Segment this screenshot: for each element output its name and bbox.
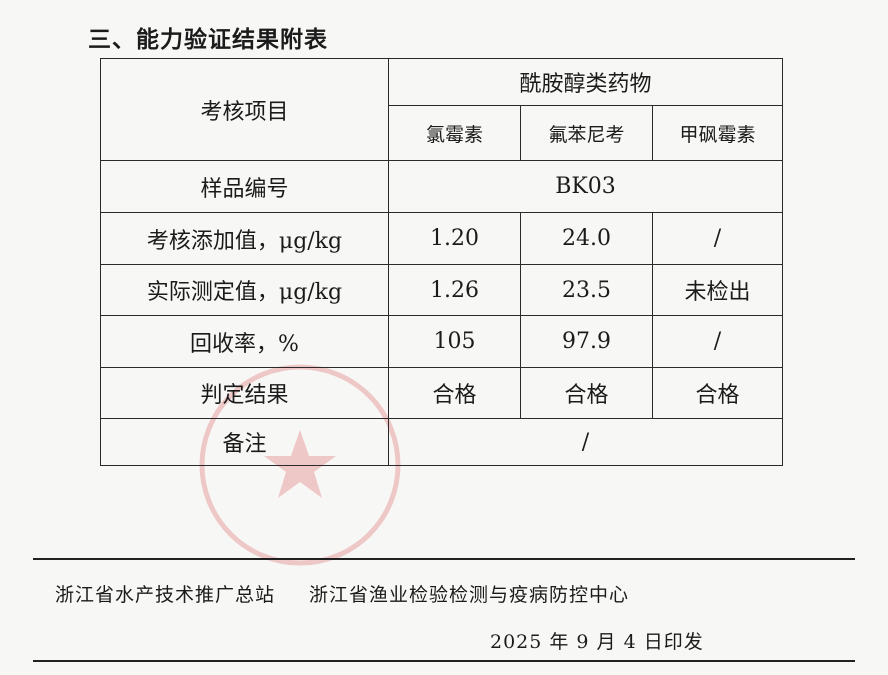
row-label: 备注 bbox=[100, 418, 389, 466]
organization-1: 浙江省水产技术推广总站 bbox=[55, 584, 276, 606]
item-header: 考核项目 bbox=[100, 58, 389, 161]
group-header: 酰胺醇类药物 bbox=[388, 58, 783, 106]
table-row: 样品编号 BK03 bbox=[100, 160, 783, 213]
row-label: 回收率，% bbox=[100, 315, 389, 368]
cell: 1.26 bbox=[388, 264, 521, 316]
table-row: 实际测定值，μg/kg 1.26 23.5 未检出 bbox=[100, 264, 783, 316]
drug-header: 氯霉素 bbox=[388, 105, 521, 161]
footer-bottom-rule bbox=[33, 660, 855, 662]
cell: 未检出 bbox=[652, 264, 783, 316]
table-row: 备注 / bbox=[100, 418, 783, 466]
table-row: 判定结果 合格 合格 合格 bbox=[100, 367, 783, 419]
table-row: 考核添加值，μg/kg 1.20 24.0 / bbox=[100, 212, 783, 265]
row-label: 考核添加值，μg/kg bbox=[100, 212, 389, 265]
drug-header: 氟苯尼考 bbox=[520, 105, 653, 161]
sample-id: BK03 bbox=[388, 160, 783, 213]
cell: 23.5 bbox=[520, 264, 653, 316]
cell: 合格 bbox=[652, 367, 783, 419]
cell: 105 bbox=[388, 315, 521, 368]
cell: 合格 bbox=[520, 367, 653, 419]
cell: / bbox=[652, 315, 783, 368]
cell: 97.9 bbox=[520, 315, 653, 368]
drug-header: 甲砜霉素 bbox=[652, 105, 783, 161]
issue-date: 2025 年 9 月 4 日印发 bbox=[490, 631, 704, 653]
organization-2: 浙江省渔业检验检测与疫病防控中心 bbox=[309, 584, 630, 606]
results-table: 考核项目 酰胺醇类药物 氯霉素 氟苯尼考 甲砜霉素 样品编号 BK03 考核添加… bbox=[100, 58, 783, 466]
remark-value: / bbox=[388, 418, 783, 466]
section-heading: 三、能力验证结果附表 bbox=[88, 27, 328, 53]
table-row: 回收率，% 105 97.9 / bbox=[100, 315, 783, 368]
footer-top-rule bbox=[33, 558, 855, 560]
cell: / bbox=[652, 212, 783, 265]
cell: 合格 bbox=[388, 367, 521, 419]
cell: 24.0 bbox=[520, 212, 653, 265]
row-label: 判定结果 bbox=[100, 367, 389, 419]
cell: 1.20 bbox=[388, 212, 521, 265]
issuing-organizations: 浙江省水产技术推广总站 浙江省渔业检验检测与疫病防控中心 bbox=[55, 580, 663, 607]
row-label: 实际测定值，μg/kg bbox=[100, 264, 389, 316]
row-label: 样品编号 bbox=[100, 160, 389, 213]
